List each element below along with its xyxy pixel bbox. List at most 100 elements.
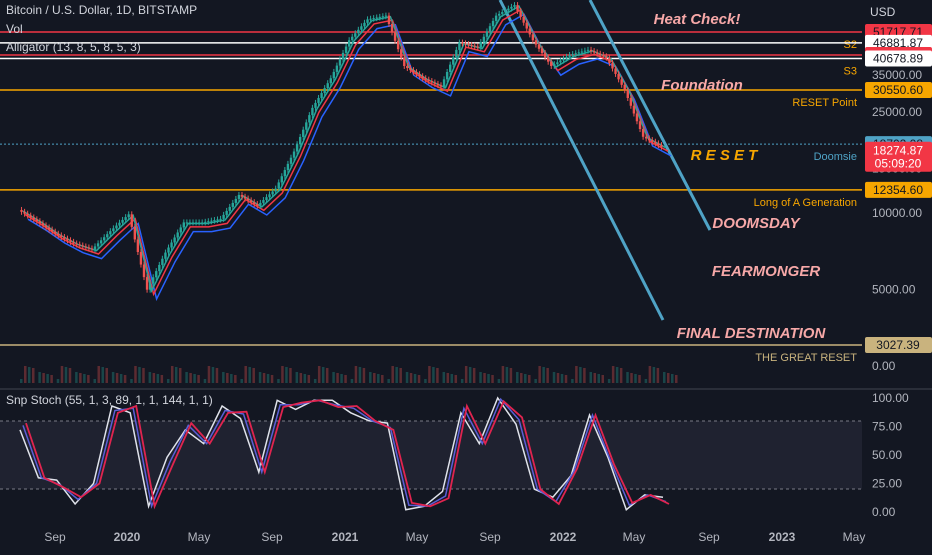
volume-bar: [97, 366, 100, 383]
volume-bar: [546, 368, 549, 383]
level-price-label: 46881.87: [873, 36, 923, 50]
volume-bar: [579, 367, 582, 383]
volume-bar: [64, 367, 68, 383]
volume-bar: [524, 374, 527, 383]
volume-bar: [281, 366, 284, 383]
candle-body: [161, 258, 164, 265]
candle-body: [531, 34, 535, 41]
candle-body: [32, 217, 35, 220]
candle-body: [507, 8, 510, 11]
volume-bar: [454, 375, 458, 383]
level-name-label: RESET Point: [792, 97, 857, 109]
candle-body: [479, 42, 483, 48]
level-price-tag: [865, 181, 932, 198]
candle-body: [550, 61, 553, 66]
candle-body: [522, 16, 525, 23]
volume-bar: [373, 373, 376, 383]
candle-body: [148, 283, 152, 290]
current-price-tag: [865, 141, 932, 172]
volume-bar: [615, 367, 619, 383]
volume-bar: [119, 374, 123, 383]
volume-bar: [321, 367, 325, 383]
candle-body: [213, 220, 216, 222]
volume-bar: [656, 368, 660, 383]
candle-body: [586, 49, 590, 51]
volume-bar: [377, 374, 380, 383]
candle-body: [50, 229, 54, 232]
candle-body: [384, 15, 388, 17]
candle-body: [185, 222, 189, 224]
volume-bar: [464, 366, 468, 383]
volume-bar: [491, 375, 494, 383]
candle-body: [458, 42, 461, 50]
volume-bar: [564, 375, 568, 383]
level-price-label: 3027.39: [876, 338, 920, 352]
volume-bar: [148, 372, 152, 383]
candle-body: [112, 228, 115, 232]
volume-bar: [50, 375, 53, 383]
candle-body: [274, 188, 277, 192]
volume-bar: [277, 379, 280, 383]
candle-body: [75, 243, 78, 245]
volume-bar: [626, 372, 629, 383]
candle-body: [369, 18, 372, 20]
time-axis-tick: May: [623, 530, 646, 544]
volume-bar: [197, 375, 200, 383]
alligator-legend[interactable]: Alligator (13, 8, 5, 8, 5, 3): [6, 40, 141, 54]
level-price-label: 12354.60: [873, 183, 923, 197]
volume-bar: [189, 373, 192, 383]
volume-bar: [160, 375, 164, 383]
volume-bar: [270, 375, 274, 383]
level-name-label: THE GREAT RESET: [755, 352, 857, 364]
candle-body: [167, 247, 170, 253]
candle-body: [357, 29, 360, 34]
time-axis-tick: Sep: [261, 530, 283, 544]
volume-bar: [652, 367, 656, 383]
candle-body: [176, 232, 179, 238]
volume-bar: [230, 374, 233, 383]
volume-bar: [93, 379, 96, 383]
volume-bar: [336, 373, 339, 383]
candle-body: [494, 15, 498, 21]
volume-bar: [152, 373, 156, 383]
candle-body: [626, 90, 629, 98]
candle-body: [237, 194, 241, 199]
volume-legend[interactable]: Vol: [6, 22, 23, 36]
symbol-title[interactable]: Bitcoin / U.S. Dollar, 1D, BITSTAMP: [6, 3, 198, 17]
candle-body: [139, 251, 143, 265]
volume-bar: [252, 368, 255, 383]
candle-body: [78, 244, 81, 246]
currency-label: USD: [870, 5, 896, 19]
volume-bar: [130, 379, 133, 383]
time-axis-tick: Sep: [698, 530, 720, 544]
candle-body: [204, 221, 207, 223]
volume-bar: [436, 368, 439, 383]
candle-body: [81, 245, 84, 247]
annotation-label: Heat Check!: [654, 11, 741, 28]
price-axis-tick: 0.00: [872, 359, 896, 373]
volume-bar: [234, 375, 237, 383]
volume-bar: [166, 379, 170, 383]
candle-body: [271, 191, 274, 195]
volume-bar: [240, 379, 243, 383]
candle-body: [44, 225, 48, 228]
volume-bar: [516, 372, 519, 383]
volume-bar: [185, 372, 188, 383]
volume-bar: [644, 379, 648, 383]
candle-body: [464, 43, 467, 45]
volume-bar: [358, 367, 362, 383]
stoch-legend[interactable]: Snp Stoch (55, 1, 3, 89, 1, 1, 144, 1, 1…: [6, 393, 213, 407]
candle-body: [409, 68, 412, 71]
candle-body: [158, 264, 161, 272]
candle-body: [87, 247, 91, 249]
volume-bar: [409, 373, 413, 383]
candle-body: [396, 40, 400, 50]
candle-body: [641, 129, 645, 137]
alligator-lips: [22, 5, 667, 293]
candle-body: [118, 222, 121, 226]
volume-bar: [619, 368, 623, 383]
stoch-slow-line: [25, 399, 670, 510]
candle-body: [519, 10, 522, 17]
